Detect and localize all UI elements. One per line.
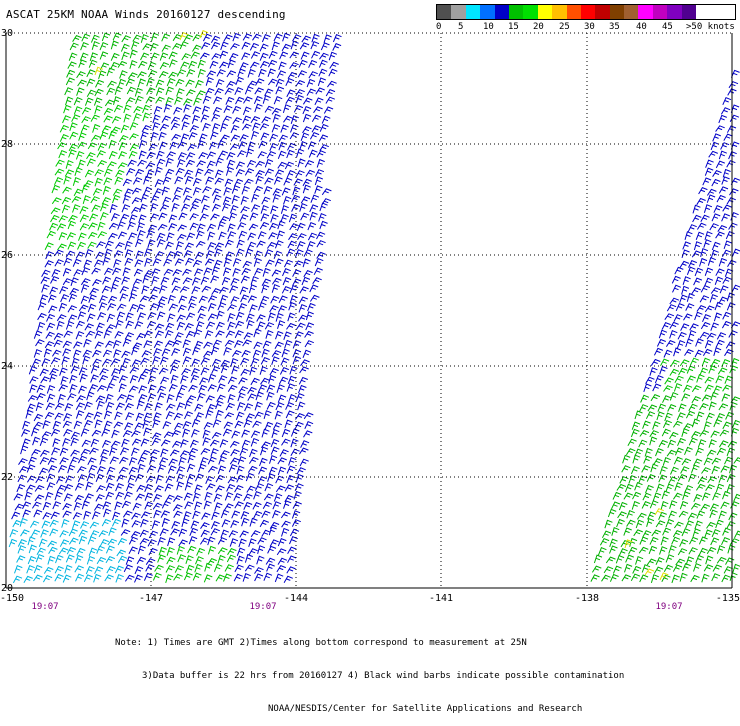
note-line-2: 3)Data buffer is 22 hrs from 20160127 4)… [142,671,625,681]
legend-swatch [508,5,524,19]
legend-label: 15 [508,22,519,32]
legend-swatch [494,5,509,19]
legend-label: 30 [584,22,595,32]
legend-swatch [480,5,495,19]
axis-tick-labels: -150 -147 -144 -141 -138 -135 30 28 26 24 22 20 [0,28,740,604]
note-line-3: NOAA/NESDIS/Center for Satellite Applica… [268,704,583,714]
lat-label: 22 [1,472,13,483]
time-label: 19:07 [655,602,682,612]
legend-swatch [566,5,581,19]
legend-swatch [552,5,567,19]
legend-label: 40 [636,22,647,32]
lat-label: 30 [1,28,13,39]
lat-label: 24 [1,361,13,372]
legend-swatch [609,5,625,19]
note-line-1: Note: 1) Times are GMT 2)Times along bot… [115,638,527,648]
legend-swatch [681,5,697,19]
legend-label: 5 [458,22,464,32]
lon-label: -135 [716,593,740,604]
wind-speed-legend: 0 5 10 15 20 25 30 35 40 45 >50 knots [436,4,736,34]
legend-swatch [624,5,639,19]
legend-labels: 0 5 10 15 20 25 30 35 40 45 >50 knots [436,22,736,34]
map-title: ASCAT 25KM NOAA Winds 20160127 descendin… [6,8,286,21]
lon-label: -150 [0,593,24,604]
legend-swatch [667,5,682,19]
lat-label: 26 [1,250,13,261]
legend-color-bar [436,4,736,20]
legend-label: 25 [559,22,570,32]
time-labels: 19:07 19:07 19:07 [31,602,682,612]
legend-label: 35 [609,22,620,32]
time-label: 19:07 [31,602,58,612]
legend-label: 20 [533,22,544,32]
legend-swatch [537,5,553,19]
notes: Note: 1) Times are GMT 2)Times along bot… [115,616,624,726]
lon-label: -141 [429,593,453,604]
legend-label: 0 [436,22,442,32]
legend-swatch [437,5,452,19]
lat-lon-grid [5,32,733,589]
legend-swatch [595,5,610,19]
legend-label: >50 knots [686,22,735,32]
legend-swatch [652,5,668,19]
lon-label: -147 [139,593,163,604]
lon-label: -144 [284,593,308,604]
legend-swatch [523,5,538,19]
lat-label: 20 [1,583,13,594]
time-label: 19:07 [249,602,276,612]
legend-label: 10 [483,22,494,32]
wind-barbs [8,30,740,584]
lat-label: 28 [1,139,13,150]
legend-swatch [580,5,596,19]
legend-label: 45 [662,22,673,32]
legend-swatch [638,5,653,19]
wind-barb-map: -150 -147 -144 -141 -138 -135 30 28 26 24 22 20 19:… [0,28,740,612]
legend-swatch [465,5,481,19]
legend-swatch [451,5,466,19]
lon-label: -138 [575,593,599,604]
